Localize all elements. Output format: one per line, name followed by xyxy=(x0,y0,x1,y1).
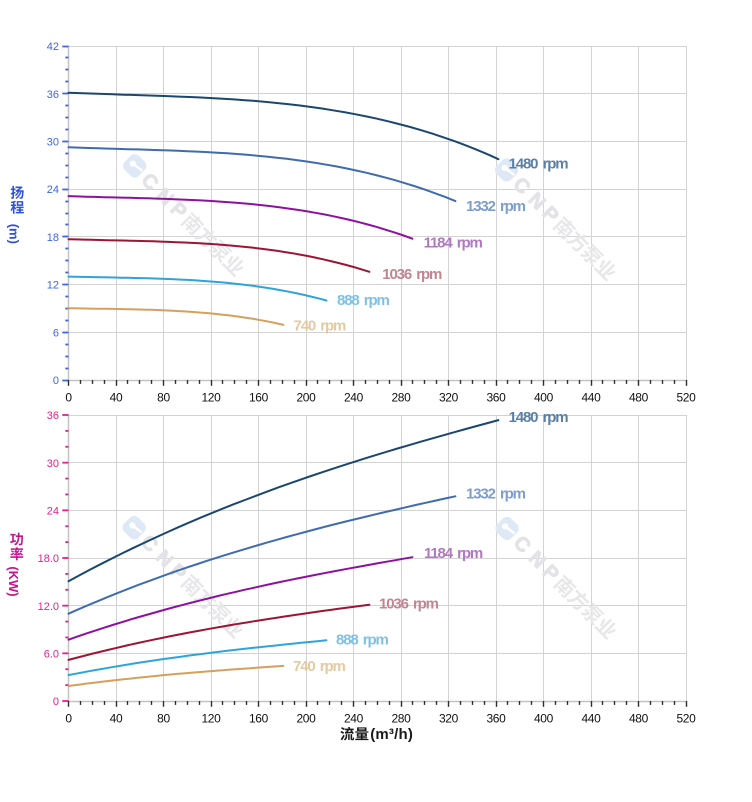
svg-text:360: 360 xyxy=(486,711,506,725)
svg-text:12: 12 xyxy=(47,280,59,292)
svg-text:1480 rpm: 1480 rpm xyxy=(509,155,569,172)
svg-text:80: 80 xyxy=(157,711,170,725)
svg-text:520: 520 xyxy=(676,711,696,725)
svg-text:36: 36 xyxy=(47,410,59,422)
svg-text:480: 480 xyxy=(629,711,649,725)
svg-text:40: 40 xyxy=(110,390,123,404)
svg-text:120: 120 xyxy=(201,390,221,404)
svg-text:6: 6 xyxy=(53,327,59,339)
svg-text:(m): (m) xyxy=(7,224,22,244)
svg-text:320: 320 xyxy=(439,390,459,404)
svg-text:40: 40 xyxy=(110,711,123,725)
svg-text:360: 360 xyxy=(486,390,506,404)
svg-text:18: 18 xyxy=(47,232,59,244)
svg-text:888 rpm: 888 rpm xyxy=(336,631,388,648)
svg-text:1332 rpm: 1332 rpm xyxy=(466,198,526,215)
svg-text:400: 400 xyxy=(534,711,554,725)
svg-text:0: 0 xyxy=(65,711,72,725)
svg-text:1036 rpm: 1036 rpm xyxy=(382,266,442,283)
svg-text:400: 400 xyxy=(534,390,554,404)
svg-text:24: 24 xyxy=(47,184,59,196)
svg-text:0: 0 xyxy=(65,390,72,404)
svg-text:440: 440 xyxy=(581,390,601,404)
svg-text:1184 rpm: 1184 rpm xyxy=(424,545,483,562)
svg-text:160: 160 xyxy=(249,711,269,725)
svg-text:0: 0 xyxy=(53,696,59,708)
svg-text:24: 24 xyxy=(47,505,59,517)
svg-text:160: 160 xyxy=(249,390,269,404)
svg-text:240: 240 xyxy=(344,711,364,725)
svg-text:280: 280 xyxy=(391,711,411,725)
svg-text:740 rpm: 740 rpm xyxy=(294,317,346,334)
svg-text:520: 520 xyxy=(676,390,696,404)
svg-text:30: 30 xyxy=(47,137,59,149)
svg-text:(KW): (KW) xyxy=(6,566,21,596)
svg-text:1184 rpm: 1184 rpm xyxy=(424,235,483,252)
svg-text:280: 280 xyxy=(391,390,411,404)
svg-text:1480 rpm: 1480 rpm xyxy=(509,409,569,426)
svg-text:30: 30 xyxy=(47,458,59,470)
svg-text:1332 rpm: 1332 rpm xyxy=(466,485,526,502)
svg-text:0: 0 xyxy=(53,375,59,387)
svg-text:740 rpm: 740 rpm xyxy=(293,658,345,675)
svg-text:42: 42 xyxy=(47,41,59,53)
svg-text:6.0: 6.0 xyxy=(44,648,59,660)
svg-text:480: 480 xyxy=(629,390,649,404)
svg-text:200: 200 xyxy=(296,711,316,725)
svg-text:320: 320 xyxy=(439,711,459,725)
svg-text:240: 240 xyxy=(344,390,364,404)
svg-text:888 rpm: 888 rpm xyxy=(337,292,389,309)
svg-text:200: 200 xyxy=(296,390,316,404)
svg-text:440: 440 xyxy=(581,711,601,725)
svg-text:1036 rpm: 1036 rpm xyxy=(379,595,439,612)
svg-text:12.0: 12.0 xyxy=(38,601,59,613)
svg-text:120: 120 xyxy=(201,711,221,725)
svg-text:18.0: 18.0 xyxy=(38,553,59,565)
svg-text:36: 36 xyxy=(47,89,59,101)
svg-text:(m³/h): (m³/h) xyxy=(370,726,413,743)
svg-text:80: 80 xyxy=(157,390,170,404)
